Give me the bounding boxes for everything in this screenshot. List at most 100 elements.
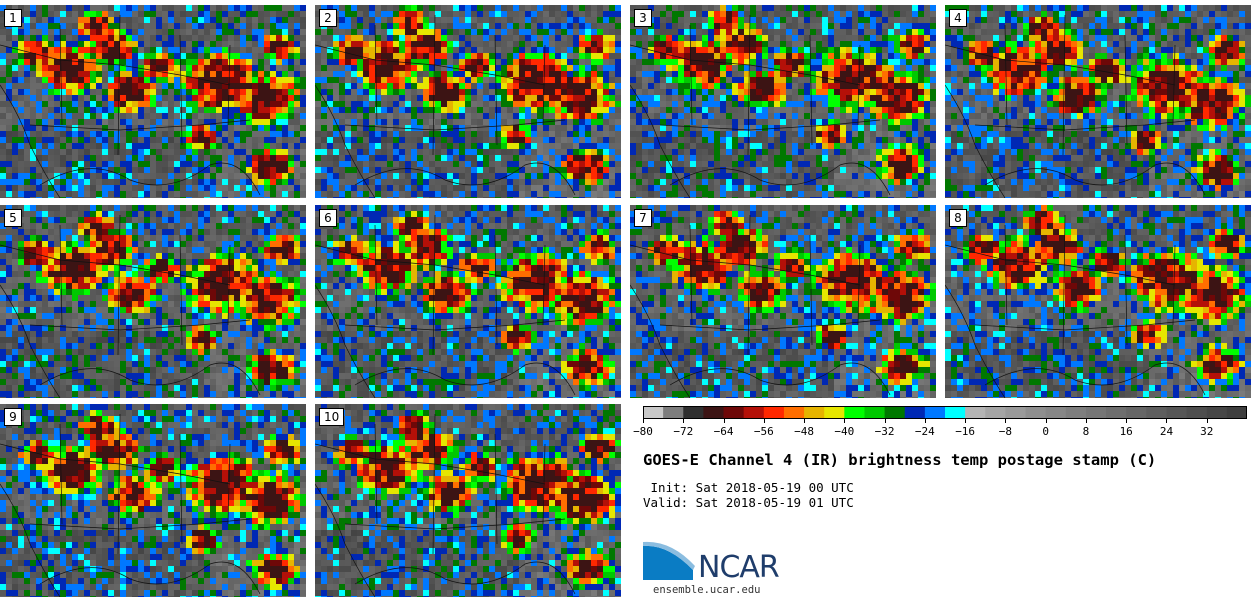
map-panel-6: 6 [315, 205, 621, 398]
map-boundary [39, 362, 261, 396]
map-boundary [542, 244, 546, 326]
colorbar-tick-label: −64 [713, 425, 734, 438]
panel-number: 6 [319, 209, 337, 227]
colorbar-swatch [1126, 406, 1147, 419]
map-boundary [1062, 214, 1066, 356]
map-boundary [179, 234, 183, 346]
map-boundary [315, 284, 376, 398]
colorbar-tick-label: −40 [834, 425, 855, 438]
colorbar-swatch [1005, 406, 1027, 419]
colorbar-tick [844, 419, 846, 423]
colorbar-swatch [1065, 406, 1087, 419]
map-boundary [542, 44, 546, 126]
colorbar-swatch [965, 406, 986, 419]
logo-text: NCAR [698, 550, 780, 585]
colorbar-tick-label: −80 [633, 425, 653, 438]
map-boundary [315, 443, 546, 485]
colorbar-swatch [884, 406, 906, 419]
map-boundary [974, 319, 1196, 331]
ir-cells [315, 404, 621, 597]
colorbar-tick [643, 419, 644, 423]
colorbar-tick [1166, 419, 1168, 423]
colorbar-swatch [663, 406, 684, 419]
map-boundary [659, 319, 881, 331]
init-time: Init: Sat 2018-05-19 00 UTC [643, 480, 854, 495]
colorbar-tick-label: −24 [914, 425, 935, 438]
map-boundary [689, 24, 693, 126]
colorbar-swatch [743, 406, 765, 419]
map-boundary [344, 119, 566, 131]
map-boundary [227, 44, 231, 126]
map-boundary [227, 244, 231, 326]
map-boundary [984, 162, 1206, 196]
map-boundary [354, 561, 576, 595]
panel-number: 5 [4, 209, 22, 227]
colorbar-swatch [904, 406, 926, 419]
map-panel-9: 9 [0, 404, 306, 597]
ir-map-7 [630, 205, 936, 398]
colorbar-tick [965, 419, 967, 423]
map-boundary [344, 518, 566, 530]
colorbar-swatch [1025, 406, 1047, 419]
colorbar-swatch [1226, 406, 1247, 419]
map-boundary [659, 119, 881, 131]
ir-cells [0, 205, 306, 398]
map-boundary [0, 284, 61, 398]
map-boundary [630, 244, 861, 286]
map-boundary [0, 443, 231, 485]
footer-url[interactable]: ensemble.ucar.edu [653, 584, 761, 596]
map-boundary [945, 284, 1006, 398]
map-boundary [315, 44, 546, 86]
map-boundary [0, 483, 61, 597]
panel-number: 7 [634, 209, 652, 227]
map-panel-4: 4 [945, 5, 1251, 198]
panel-number: 10 [319, 408, 345, 426]
ir-cells [630, 205, 936, 398]
colorbar-tick [1005, 419, 1007, 423]
map-boundary [29, 518, 251, 530]
map-boundary [809, 234, 813, 346]
ir-map-6 [315, 205, 621, 398]
ir-map-8 [945, 205, 1251, 398]
map-boundary [1172, 244, 1176, 326]
map-boundary [1062, 14, 1066, 156]
panel-number: 2 [319, 9, 337, 27]
colorbar-tick-label: −16 [955, 425, 976, 438]
ir-map-3 [630, 5, 936, 198]
map-boundary [630, 284, 691, 398]
map-boundary [117, 14, 121, 156]
colorbar-swatch [683, 406, 704, 419]
map-boundary [494, 433, 498, 545]
panel-number: 9 [4, 408, 22, 426]
colorbar-border [643, 406, 1247, 419]
map-boundary [1004, 224, 1008, 326]
map-boundary [0, 44, 231, 86]
colorbar-tick-label: −72 [673, 425, 694, 438]
map-boundary [39, 162, 261, 196]
colorbar-tick [763, 419, 765, 423]
map-boundary [1124, 34, 1128, 146]
map-boundary [354, 362, 576, 396]
map-boundary [354, 162, 576, 196]
map-panel-2: 2 [315, 5, 621, 198]
map-boundary [432, 14, 436, 156]
panel-number: 3 [634, 9, 652, 27]
colorbar-swatch [804, 406, 825, 419]
map-boundary [669, 362, 891, 396]
map-boundary [747, 14, 751, 156]
ir-map-10 [315, 404, 621, 597]
ir-cells [315, 205, 621, 398]
map-boundary [0, 244, 231, 286]
colorbar-swatch [1166, 406, 1188, 419]
map-boundary [59, 224, 63, 326]
colorbar-tick [884, 419, 886, 423]
colorbar-swatch [783, 406, 805, 419]
map-boundary [29, 319, 251, 331]
map-panel-1: 1 [0, 5, 306, 198]
ir-cells [630, 5, 936, 198]
ir-map-9 [0, 404, 306, 597]
colorbar-swatch [924, 406, 946, 419]
colorbar-tick-label: 8 [1082, 425, 1090, 438]
colorbar-tick-label: 16 [1119, 425, 1133, 438]
colorbar-tick-label: 0 [1042, 425, 1049, 438]
